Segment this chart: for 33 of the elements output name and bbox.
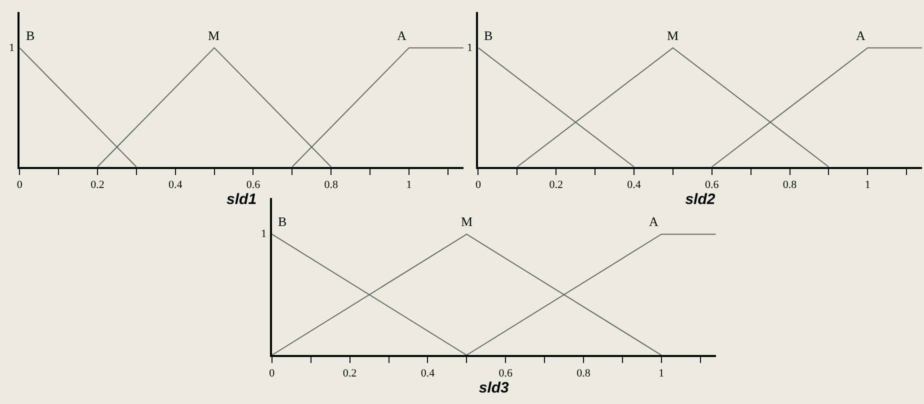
x-tick-label: 0.6 — [498, 367, 513, 380]
series-label: B — [484, 28, 493, 43]
text: 1 — [261, 228, 266, 240]
x-tick-label: 0.8 — [324, 179, 338, 192]
x-tick-label: 0.8 — [576, 367, 591, 380]
x-tick-label: 0 — [16, 179, 23, 192]
x-tick-label: 0.4 — [168, 179, 183, 192]
x-tick-label: 0.2 — [549, 179, 563, 192]
x-tick-label: 1 — [406, 179, 412, 192]
series-label: M — [461, 214, 473, 229]
x-tick-label: 1 — [658, 367, 664, 380]
series-label: A — [649, 214, 659, 229]
x-axis-title: sld1 — [226, 191, 257, 208]
series-label: M — [208, 28, 220, 43]
x-tick-label: 0.4 — [420, 367, 436, 380]
series-label: M — [667, 28, 679, 43]
x-axis-title: sld3 — [478, 379, 510, 396]
x-tick-label: 1 — [864, 179, 870, 192]
x-tick-label: 0 — [269, 367, 276, 380]
x-tick-label: 0 — [475, 179, 482, 192]
series-label: B — [278, 214, 287, 229]
series-label: A — [856, 28, 866, 43]
x-tick-label: 0.2 — [342, 367, 357, 380]
x-tick-label: 0.6 — [705, 179, 720, 192]
x-tick-label: 0.4 — [627, 179, 642, 192]
x-axis-title: sld2 — [685, 191, 716, 208]
text: 1 — [9, 42, 14, 54]
series-label: B — [26, 28, 35, 43]
x-tick-label: 0.8 — [782, 179, 798, 192]
series-label: A — [397, 28, 407, 43]
text: 1 — [467, 42, 472, 54]
x-tick-label: 0.2 — [90, 179, 104, 192]
x-tick-label: 0.6 — [246, 179, 261, 192]
